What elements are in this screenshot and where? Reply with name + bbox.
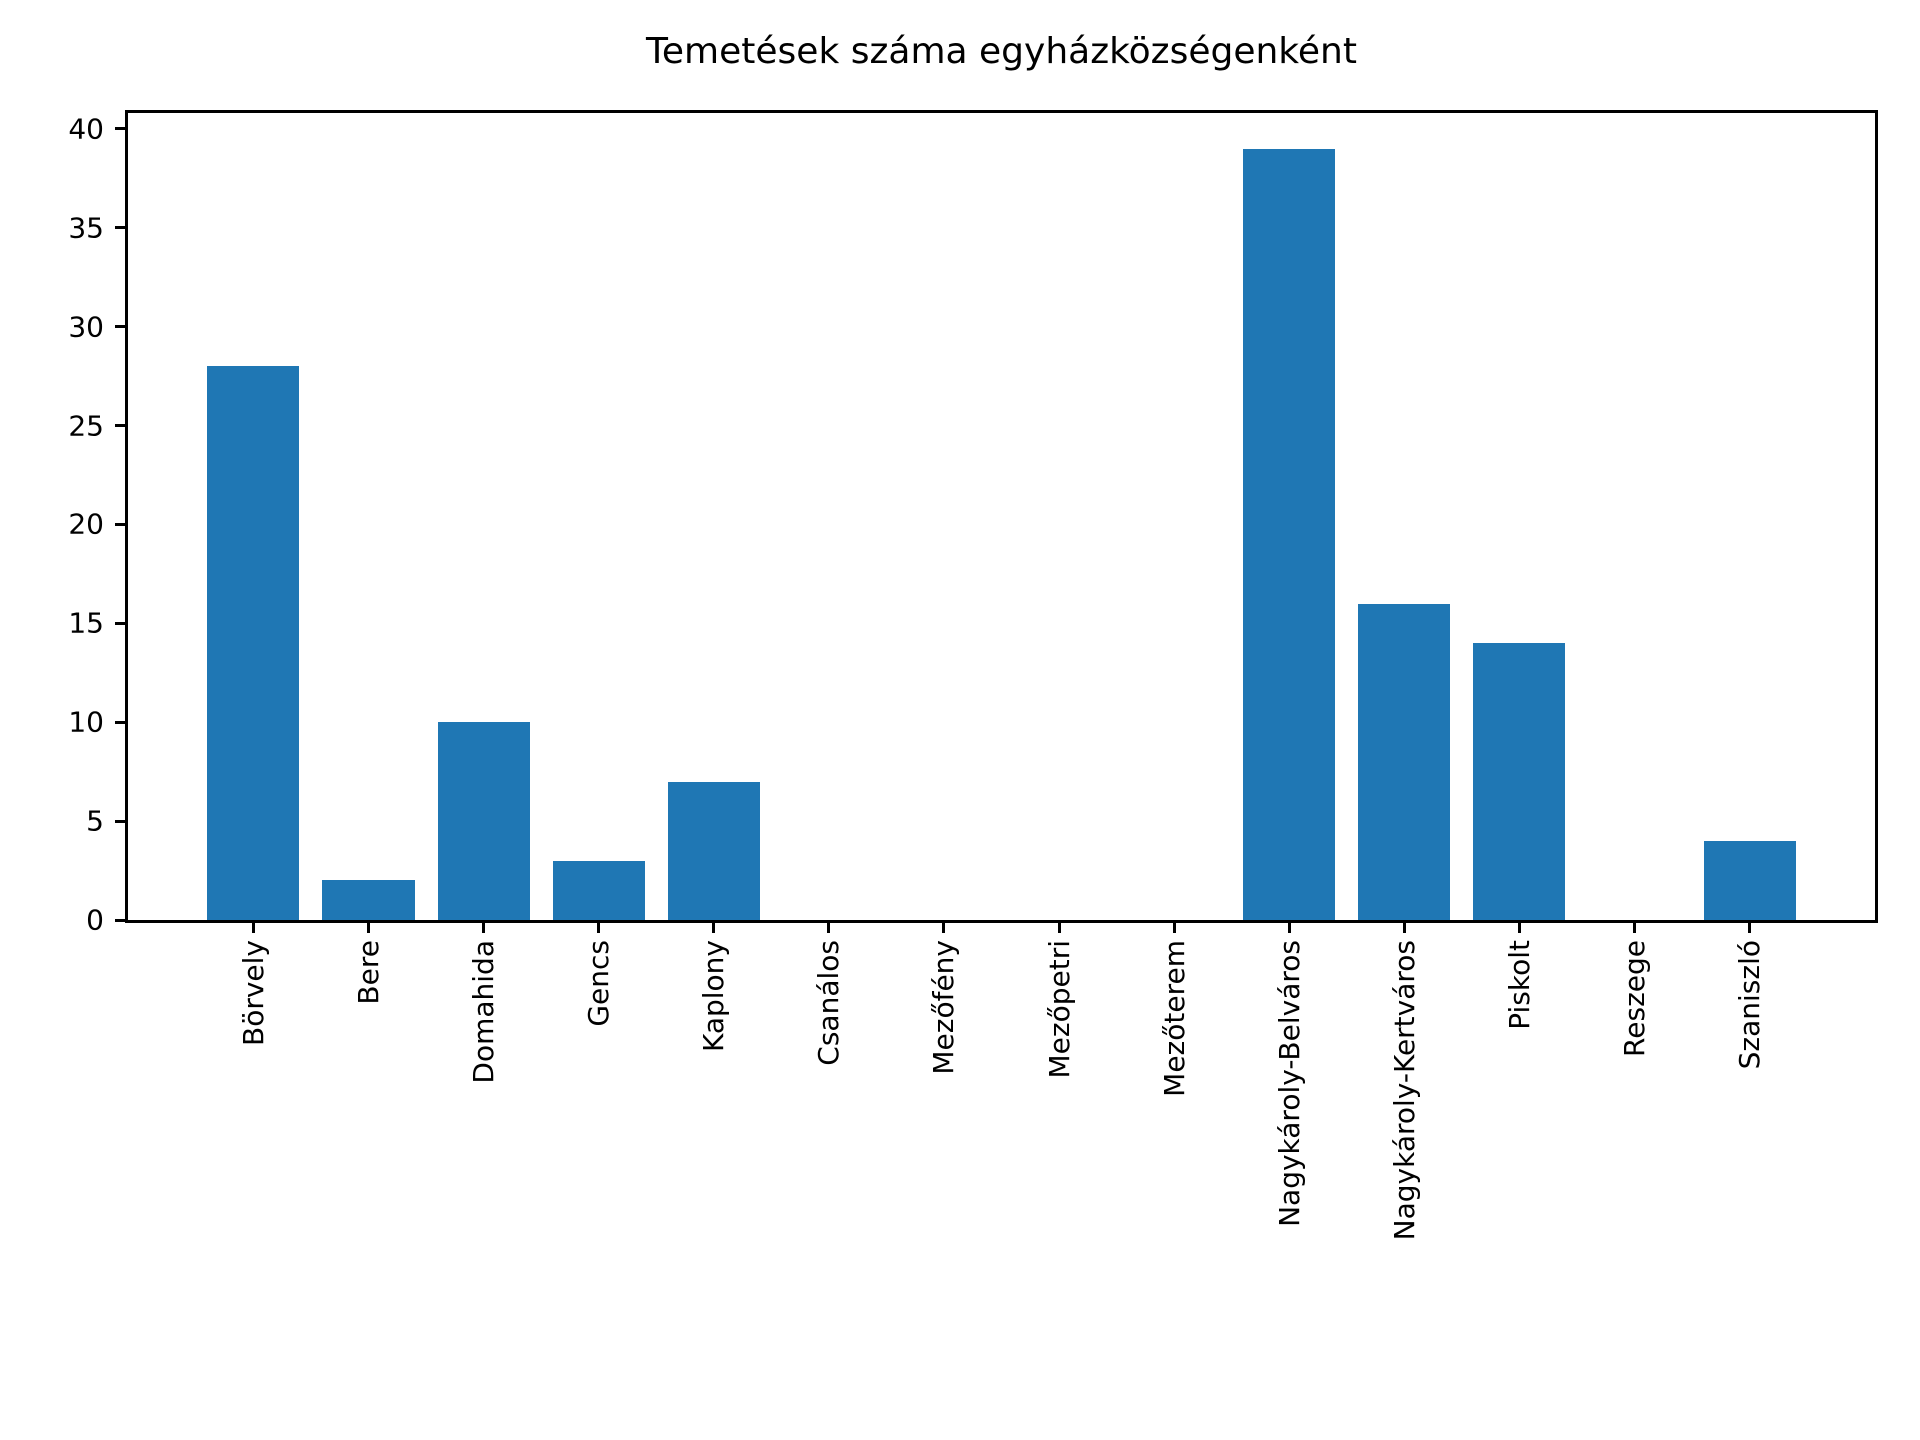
x-tick-label-box: Mezőfény	[914, 940, 974, 1075]
x-tick-label: Csanálos	[812, 940, 846, 1066]
bar	[1243, 148, 1336, 920]
x-tick-label-box: Mezőterem	[1144, 940, 1204, 1097]
x-tick-label-box: Nagykároly-Belváros	[1259, 940, 1319, 1227]
x-tick-label-box: Szaniszló	[1720, 940, 1780, 1069]
bar	[322, 880, 415, 920]
x-tick-label: Szaniszló	[1733, 940, 1767, 1070]
x-tick-mark	[251, 923, 255, 933]
y-tick-label: 10	[68, 705, 104, 739]
x-tick-label: Mezőterem	[1157, 940, 1191, 1097]
x-tick-label-box: Piskolt	[1489, 940, 1549, 1030]
x-tick-mark	[827, 923, 831, 933]
y-tick-label: 20	[68, 507, 104, 541]
y-tick-mark	[115, 918, 125, 922]
y-tick-label: 40	[68, 112, 104, 146]
bar	[1358, 603, 1451, 920]
x-tick-label: Börvely	[236, 940, 270, 1046]
x-tick-label: Nagykároly-Belváros	[1272, 940, 1306, 1227]
bar	[1473, 643, 1566, 920]
x-tick-label: Reszege	[1617, 940, 1651, 1057]
x-tick-mark	[1287, 923, 1291, 933]
x-tick-mark	[1748, 923, 1752, 933]
y-tick-mark	[115, 325, 125, 329]
x-tick-label-box: Nagykároly-Kertváros	[1374, 940, 1434, 1240]
x-tick-label-box: Gencs	[569, 940, 629, 1027]
bar	[1703, 840, 1796, 920]
bar	[437, 722, 530, 920]
y-tick-label: 15	[68, 606, 104, 640]
x-tick-mark	[482, 923, 486, 933]
y-tick-label: 30	[68, 310, 104, 344]
y-tick-mark	[115, 424, 125, 427]
x-tick-label-box: Csanálos	[799, 940, 859, 1066]
x-tick-mark	[1632, 923, 1636, 933]
x-tick-label: Gencs	[582, 940, 616, 1027]
x-tick-mark	[1172, 923, 1176, 933]
y-tick-label: 25	[68, 409, 104, 442]
x-tick-label: Mezőpetri	[1042, 940, 1076, 1079]
x-tick-label: Piskolt	[1502, 940, 1536, 1030]
y-tick-mark	[115, 127, 125, 131]
x-tick-label: Bere	[352, 940, 386, 1005]
x-tick-label: Mezőfény	[927, 940, 961, 1075]
plot-area: 0 5 10 15 20 25 30 35 40 Börvely Bere Domahida Gencs…	[68, 110, 1878, 1240]
x-tick-label: Domahida	[467, 940, 501, 1084]
y-tick-label: 35	[68, 211, 104, 245]
bar	[552, 860, 645, 920]
x-tick-label: Kaplony	[697, 940, 731, 1053]
x-tick-mark	[597, 923, 601, 933]
y-tick-mark	[115, 621, 125, 625]
x-tick-label-box: Börvely	[223, 940, 283, 1046]
x-tick-label-box: Kaplony	[684, 940, 744, 1052]
y-tick-mark	[115, 819, 125, 823]
y-tick-mark	[115, 522, 125, 526]
x-tick-label: Nagykároly-Kertváros	[1387, 940, 1421, 1241]
x-tick-label-box: Domahida	[454, 940, 514, 1084]
x-tick-mark	[1057, 923, 1061, 933]
x-tick-mark	[1402, 923, 1406, 933]
y-tick-label: 0	[86, 903, 104, 937]
bar	[667, 781, 760, 920]
x-tick-mark	[942, 923, 946, 933]
chart-title: Temetések száma egyházközségenként	[646, 31, 1357, 72]
x-tick-label-box: Bere	[339, 940, 399, 1005]
y-tick-label: 5	[86, 804, 104, 838]
x-tick-label-box: Mezőpetri	[1029, 940, 1089, 1078]
x-tick-mark	[1517, 923, 1521, 933]
bar	[207, 366, 300, 920]
y-tick-mark	[115, 226, 125, 230]
x-tick-mark	[367, 923, 371, 933]
x-tick-label-box: Reszege	[1604, 940, 1664, 1057]
y-tick-mark	[115, 720, 125, 724]
x-tick-mark	[712, 923, 716, 933]
